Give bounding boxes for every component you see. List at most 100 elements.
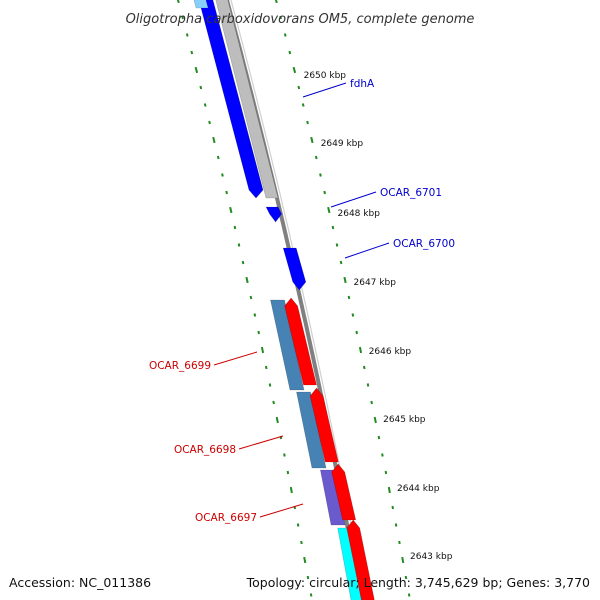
gene-label-leader: [302, 82, 347, 98]
tick-label: 2645 kbp: [383, 415, 426, 425]
inner-ruler-tick: [225, 190, 228, 195]
outer-ruler-tick: [314, 155, 318, 160]
inner-ruler-tick: [260, 346, 265, 354]
outer-ruler-tick: [351, 313, 355, 317]
genome-summary-text: Topology: circular; Length: 3,745,629 bp…: [246, 575, 590, 590]
outer-ruler-tick: [377, 435, 381, 440]
inner-ruler-tick: [208, 120, 211, 125]
inner-ruler-tick: [190, 50, 194, 55]
inner-ruler-tick: [199, 85, 203, 90]
gene-label-leader: [238, 435, 284, 450]
inner-ruler-tick: [264, 365, 268, 370]
tick-label: 2644 kbp: [397, 484, 440, 494]
accession-text: Accession: NC_011386: [9, 575, 151, 590]
tick-label: 2647 kbp: [354, 278, 397, 288]
inner-ruler-tick: [237, 243, 241, 247]
inner-ruler-tick: [303, 556, 307, 564]
inner-ruler-tick: [249, 295, 253, 300]
gene-OCAR_6698: [309, 387, 339, 463]
gene-red-bottom: [346, 519, 375, 600]
inner-ruler-tick: [181, 15, 184, 20]
tick-label: 2643 kbp: [410, 552, 453, 562]
outer-ruler-tick: [394, 523, 398, 527]
outer-ruler-tick: [283, 33, 287, 37]
inner-ruler-tick: [275, 416, 279, 424]
gene-label-leader: [259, 503, 304, 518]
outer-ruler-tick: [384, 470, 388, 475]
gene-OCAR_6699-inner: [270, 299, 305, 391]
gene-label: OCAR_6697: [195, 512, 257, 524]
inner-ruler-tick: [300, 540, 303, 545]
inner-ruler-tick: [253, 313, 257, 317]
outer-ruler-tick: [362, 365, 366, 370]
inner-ruler-tick: [272, 400, 275, 405]
inner-ruler-tick: [221, 173, 224, 177]
outer-ruler-tick: [327, 206, 331, 214]
inner-ruler-tick: [176, 0, 180, 4]
outer-ruler-tick: [387, 486, 391, 494]
tick-label: 2646 kbp: [369, 347, 412, 357]
outer-ruler-tick: [319, 173, 322, 177]
inner-ruler-tick: [245, 276, 249, 284]
feature-track: [193, 0, 375, 600]
outer-ruler-tick: [343, 276, 347, 284]
outer-ruler-tick: [288, 50, 292, 55]
gene-fdhA-inner: [198, 0, 264, 199]
gene-labels: fdhA OCAR_6701 OCAR_6700 OCAR_6699 OCAR_6698…: [149, 78, 455, 524]
inner-ruler-tick: [286, 470, 290, 475]
inner-ruler-tick: [185, 33, 189, 37]
outer-ruler-tick: [310, 136, 314, 144]
gene-OCAR_6700: [282, 247, 307, 291]
outer-ruler-tick: [373, 416, 377, 424]
outer-ruler-tick: [335, 243, 339, 247]
outer-ruler-tick: [355, 330, 358, 335]
tick-label: 2649 kbp: [321, 139, 364, 149]
outer-ruler-tick: [407, 593, 411, 597]
inner-ruler-tick: [216, 155, 220, 160]
outer-ruler-tick: [401, 556, 405, 564]
gene-OCAR_6698-inner: [296, 391, 327, 469]
outer-ruler-tick: [404, 575, 408, 580]
gene-OCAR_6701: [265, 206, 282, 223]
inner-ruler-tick: [289, 486, 293, 494]
outer-ruler-tick: [306, 120, 309, 125]
inner-ruler-tick: [203, 103, 207, 107]
outer-ruler-tick: [297, 85, 301, 90]
inner-ruler-tick: [194, 66, 199, 74]
gene-OCAR_6699: [284, 297, 317, 386]
outer-ruler-tick: [358, 346, 363, 354]
outer-ruler-tick: [347, 295, 351, 300]
gene-top-lightblue: [193, 0, 209, 9]
inner-ruler-tick: [296, 523, 300, 527]
gene-label: OCAR_6701: [380, 187, 442, 199]
map-title: Oligotropha carboxidovorans OM5, complet…: [126, 12, 475, 27]
gene-label: fdhA: [350, 78, 375, 90]
gene-OCAR_6697-inner: [320, 469, 346, 526]
outer-ruler-tick: [370, 400, 373, 405]
outer-ruler-tick: [366, 383, 370, 387]
gene-label: OCAR_6698: [174, 444, 236, 456]
outer-ruler-tick: [398, 540, 401, 545]
inner-ruler-tick: [283, 453, 286, 457]
outer-ruler-tick: [274, 0, 278, 4]
inner-ruler-tick: [268, 383, 272, 387]
inner-ruler-tick: [309, 593, 313, 597]
tick-label: 2648 kbp: [338, 209, 381, 219]
tick-label: 2650 kbp: [304, 71, 347, 81]
outer-ruler-tick: [391, 505, 394, 510]
inner-ruler-tick: [212, 136, 216, 144]
inner-ruler-tick: [306, 575, 310, 580]
inner-ruler-tick: [233, 225, 237, 230]
gene-label-leader: [213, 351, 258, 366]
outer-ruler-tick: [331, 225, 335, 230]
gene-OCAR_6697: [331, 463, 357, 521]
outer-ruler-tick: [323, 190, 326, 195]
tick-marks: 2650 kbp 2649 kbp 2648 kbp 2647 kbp 2646 kbp…: [176, 0, 453, 597]
outer-ruler-tick: [301, 103, 305, 107]
gene-label: OCAR_6700: [393, 238, 455, 250]
gene-label-leader: [330, 191, 377, 208]
outer-ruler-tick: [279, 15, 282, 20]
outer-ruler-tick: [381, 453, 384, 457]
inner-ruler-tick: [257, 330, 260, 335]
